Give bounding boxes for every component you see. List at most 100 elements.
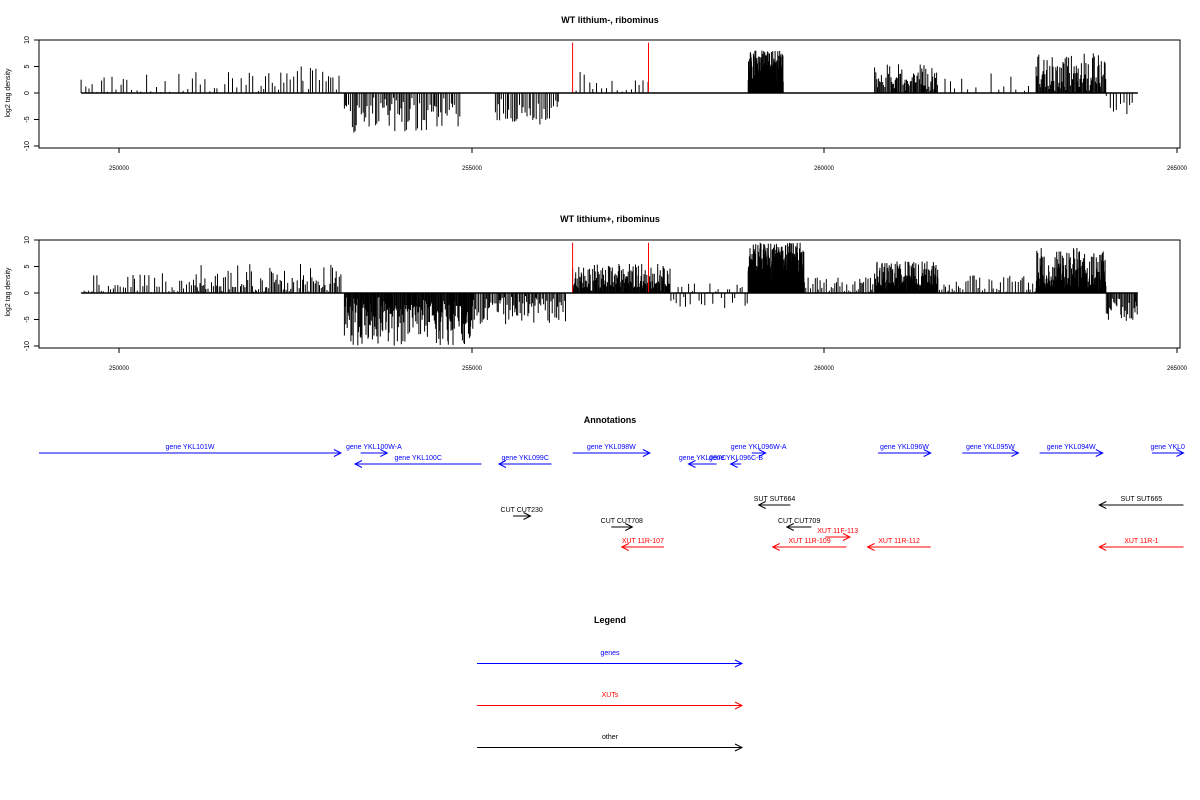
x-tick-label: 260000	[814, 366, 835, 372]
x-tick-label: 255000	[462, 366, 483, 372]
feature-gene: gene YKL096W-A	[731, 444, 787, 457]
legend-item-genes: genes	[477, 650, 744, 668]
arrow-head-icon	[1098, 501, 1107, 509]
y-tick-label: 0	[24, 91, 31, 95]
feature-other: CUT CUT708	[601, 518, 643, 531]
feature-gene: gene YKL101W	[39, 444, 343, 457]
arrow-head-icon	[333, 449, 343, 457]
feature-label: gene YKL095W	[966, 444, 1015, 451]
feature-gene: gene YKL096W	[878, 444, 932, 457]
track-panel-lithium-minus: WT lithium-, ribominus log2 tag density …	[5, 15, 1188, 172]
feature-xut: XUT 11R-109	[771, 538, 847, 551]
arrow-head-icon	[620, 543, 630, 551]
annotations-title: Annotations	[584, 415, 637, 425]
x-tick-label: 255000	[462, 166, 483, 172]
feature-xut: XUT 11R-112	[866, 538, 931, 551]
feature-label: gene YKL096W-A	[731, 444, 787, 451]
density-bars	[80, 50, 1133, 133]
feature-label: CUT CUT708	[601, 518, 643, 525]
y-tick-label: 5	[24, 64, 31, 68]
feature-label: gene YKL099C	[502, 455, 549, 462]
feature-xut: XUT 11R-107	[620, 538, 664, 551]
legend-label: genes	[600, 650, 620, 657]
feature-gene: gene YKL097C	[679, 455, 726, 468]
panel-title: WT lithium-, ribominus	[561, 15, 659, 25]
feature-gene: gene YKL094W	[1039, 444, 1104, 457]
plot-frame	[38, 39, 1181, 149]
feature-gene: gene YKL096C-B	[709, 455, 764, 468]
arrow-head-icon	[687, 460, 696, 468]
annotations-panel: Annotations gene YKL101W gene YKL100W-Age…	[39, 415, 1185, 551]
legend-label: XUTs	[602, 692, 619, 699]
feature-gene: gene YKL100W-A	[346, 444, 402, 457]
feature-label: gene YKL096W	[880, 444, 929, 451]
arrow-head-icon	[866, 543, 875, 551]
track-panel-lithium-plus: WT lithium+, ribominus log2 tag density …	[5, 214, 1188, 372]
arrow-head-icon	[842, 533, 852, 541]
feature-other: CUT CUT709	[778, 518, 820, 531]
feature-label: gene YKL100W-A	[346, 444, 402, 451]
y-tick-label: -10	[24, 141, 31, 151]
legend-title: Legend	[594, 615, 626, 625]
feature-label: gene YKL098W	[587, 444, 636, 451]
arrow-head-icon	[380, 449, 389, 457]
x-axis: 250000 255000 260000 265000	[109, 348, 1188, 372]
y-axis-label: log2 tag density	[5, 267, 12, 317]
feature-label: gene YKL0	[1150, 444, 1185, 451]
x-axis: 250000 255000 260000 265000	[109, 148, 1188, 172]
feature-label: XUT 11R-1	[1124, 538, 1158, 545]
y-axis-label: log2 tag density	[5, 68, 12, 118]
x-tick-label: 265000	[1167, 166, 1188, 172]
feature-gene: gene YKL098W	[572, 444, 651, 457]
feature-other: SUT SUT664	[754, 496, 795, 509]
highlight-markers	[572, 42, 649, 93]
arrow-head-icon	[1011, 449, 1020, 457]
feature-gene: gene YKL100C	[353, 455, 482, 468]
feature-xut: XUT 11R-1	[1098, 538, 1184, 551]
arrow-head-icon	[642, 449, 651, 457]
y-tick-label: 0	[24, 291, 31, 295]
arrow-head-icon	[1176, 449, 1185, 457]
feature-label: gene YKL097C	[679, 455, 726, 462]
feature-label: XUT 11R-107	[622, 538, 664, 545]
feature-other: SUT SUT665	[1098, 496, 1184, 509]
feature-label: gene YKL096C-B	[709, 455, 764, 462]
arrow-head-icon	[497, 460, 507, 468]
feature-label: gene YKL100C	[395, 455, 442, 462]
arrow-head-icon	[729, 460, 738, 468]
x-tick-label: 250000	[109, 366, 130, 372]
density-bars	[80, 242, 1138, 346]
feature-label: XUT 11F-113	[817, 528, 858, 535]
feature-gene: gene YKL0	[1150, 444, 1185, 457]
highlight-markers	[572, 242, 649, 293]
arrow-head-icon	[523, 512, 532, 520]
y-axis: 10 5 0 -5 -10	[24, 36, 39, 151]
legend-item-other: other	[477, 734, 744, 752]
arrow-head-icon	[785, 523, 795, 531]
arrow-head-icon	[734, 659, 744, 668]
feature-label: XUT 11R-112	[878, 538, 920, 545]
y-tick-label: 10	[24, 236, 31, 244]
feature-xut: XUT 11F-113	[817, 528, 858, 541]
y-axis: 10 5 0 -5 -10	[24, 236, 39, 351]
arrow-head-icon	[1095, 449, 1104, 457]
legend-item-xuts: XUTs	[477, 692, 744, 710]
x-tick-label: 250000	[109, 166, 130, 172]
feature-label: CUT CUT709	[778, 518, 820, 525]
feature-gene: gene YKL095W	[962, 444, 1020, 457]
feature-track: gene YKL101W gene YKL100W-A gene YKL100C ge…	[39, 444, 1185, 551]
arrow-head-icon	[757, 501, 766, 509]
arrow-head-icon	[734, 743, 744, 752]
arrow-head-icon	[734, 701, 744, 710]
y-tick-label: -10	[24, 341, 31, 351]
arrow-head-icon	[353, 460, 363, 468]
plot-frame	[38, 239, 1181, 349]
y-tick-label: -5	[24, 316, 31, 322]
legend-label: other	[602, 734, 619, 741]
arrow-head-icon	[771, 543, 780, 551]
y-tick-label: 10	[24, 36, 31, 44]
feature-label: XUT 11R-109	[789, 538, 831, 545]
y-tick-label: 5	[24, 264, 31, 268]
x-tick-label: 265000	[1167, 366, 1188, 372]
